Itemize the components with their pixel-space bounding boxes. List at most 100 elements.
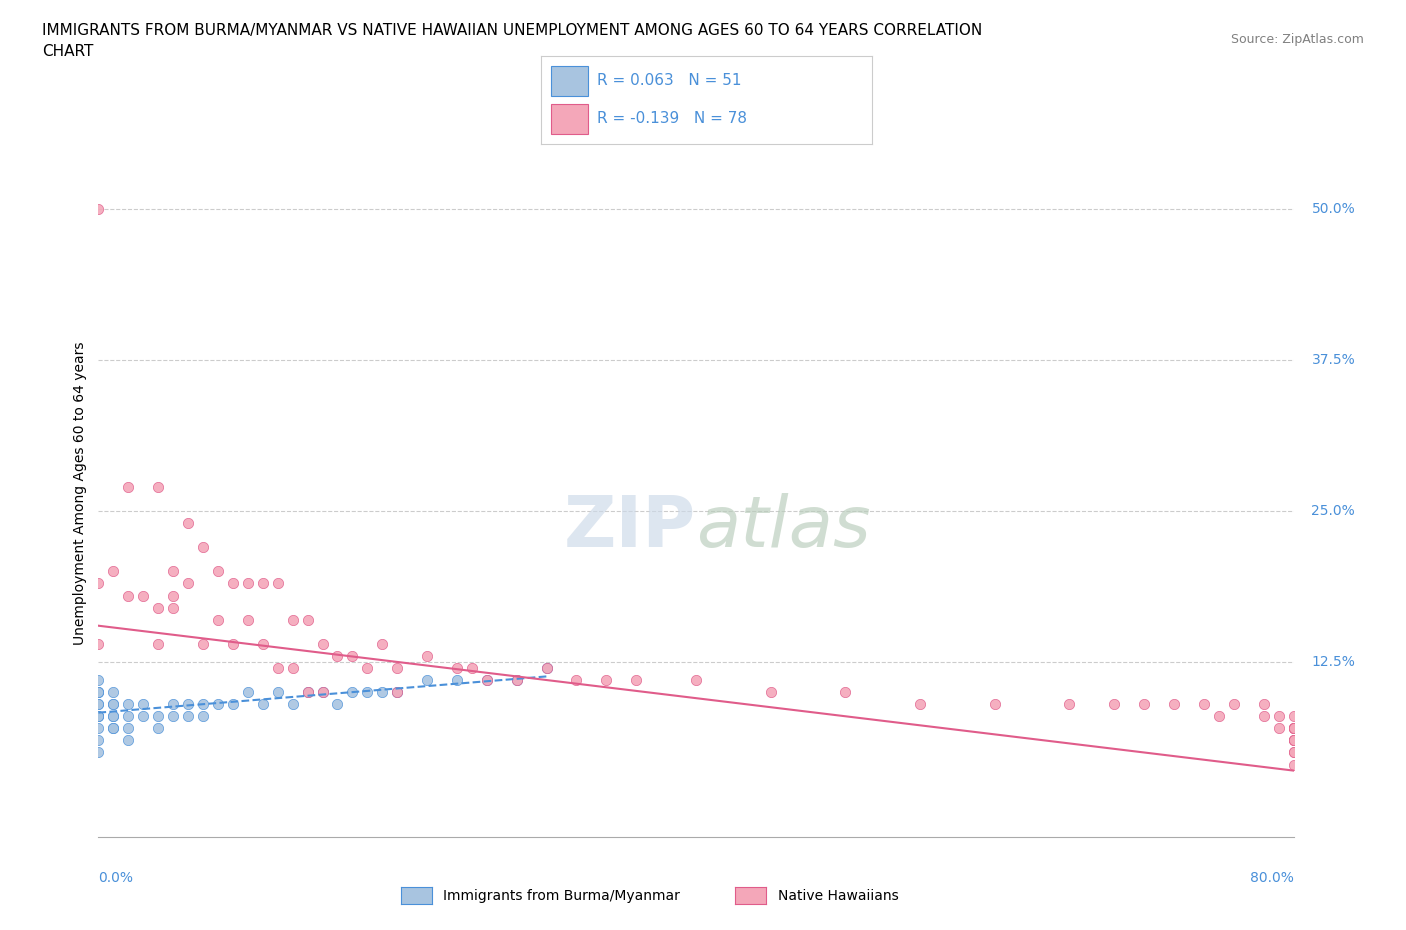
Text: 0.0%: 0.0% — [98, 871, 134, 885]
Point — [87, 684, 110, 699]
Point — [1282, 733, 1305, 748]
Point — [536, 660, 558, 675]
Point — [148, 636, 170, 651]
Point — [87, 576, 110, 591]
Point — [565, 672, 588, 687]
Point — [162, 588, 184, 603]
Point — [281, 612, 304, 627]
Point — [236, 576, 259, 591]
Point — [1282, 733, 1305, 748]
Point — [297, 612, 319, 627]
Point — [1104, 697, 1126, 711]
Point — [1223, 697, 1246, 711]
Point — [1282, 721, 1305, 736]
Point — [148, 709, 170, 724]
Point — [1282, 733, 1305, 748]
Point — [132, 709, 155, 724]
Point — [416, 648, 439, 663]
Point — [177, 515, 200, 530]
Point — [1253, 709, 1275, 724]
Point — [103, 721, 125, 736]
Point — [87, 745, 110, 760]
Point — [87, 636, 110, 651]
Point — [267, 660, 290, 675]
Point — [148, 480, 170, 495]
Point — [385, 684, 409, 699]
Point — [162, 709, 184, 724]
Point — [311, 684, 333, 699]
Point — [356, 660, 378, 675]
Y-axis label: Unemployment Among Ages 60 to 64 years: Unemployment Among Ages 60 to 64 years — [73, 341, 87, 644]
Point — [1282, 709, 1305, 724]
Point — [356, 684, 378, 699]
Point — [446, 672, 468, 687]
Point — [207, 612, 229, 627]
Point — [371, 636, 394, 651]
Point — [103, 697, 125, 711]
Point — [1282, 721, 1305, 736]
Point — [117, 588, 139, 603]
Point — [252, 697, 274, 711]
Text: 37.5%: 37.5% — [1312, 353, 1355, 367]
Text: 80.0%: 80.0% — [1250, 871, 1294, 885]
Point — [222, 697, 245, 711]
Point — [87, 697, 110, 711]
Point — [222, 576, 245, 591]
Point — [117, 697, 139, 711]
Point — [87, 697, 110, 711]
Point — [385, 660, 409, 675]
Text: atlas: atlas — [696, 493, 870, 562]
Point — [191, 539, 214, 554]
Point — [297, 684, 319, 699]
Point — [1282, 745, 1305, 760]
Point — [132, 588, 155, 603]
Point — [103, 697, 125, 711]
Text: Source: ZipAtlas.com: Source: ZipAtlas.com — [1230, 33, 1364, 46]
Text: 12.5%: 12.5% — [1312, 655, 1355, 669]
Point — [87, 733, 110, 748]
Text: IMMIGRANTS FROM BURMA/MYANMAR VS NATIVE HAWAIIAN UNEMPLOYMENT AMONG AGES 60 TO 6: IMMIGRANTS FROM BURMA/MYANMAR VS NATIVE … — [42, 23, 983, 60]
Point — [103, 709, 125, 724]
Point — [191, 709, 214, 724]
Point — [87, 684, 110, 699]
Point — [1282, 721, 1305, 736]
Point — [1192, 697, 1215, 711]
Point — [536, 660, 558, 675]
Point — [103, 564, 125, 578]
Point — [1163, 697, 1185, 711]
Point — [1282, 745, 1305, 760]
Point — [191, 636, 214, 651]
Point — [87, 709, 110, 724]
Point — [1282, 721, 1305, 736]
Point — [1282, 757, 1305, 772]
Point — [103, 684, 125, 699]
Point — [162, 600, 184, 615]
Point — [506, 672, 529, 687]
Bar — [551, 104, 588, 134]
Point — [1282, 733, 1305, 748]
Point — [1059, 697, 1081, 711]
Point — [311, 636, 333, 651]
Point — [87, 721, 110, 736]
Point — [326, 648, 349, 663]
Point — [236, 612, 259, 627]
Point — [326, 697, 349, 711]
Point — [162, 697, 184, 711]
Text: 25.0%: 25.0% — [1312, 504, 1355, 518]
Point — [1133, 697, 1156, 711]
Point — [236, 684, 259, 699]
Point — [342, 684, 364, 699]
Point — [416, 672, 439, 687]
Point — [685, 672, 707, 687]
Point — [207, 564, 229, 578]
Text: ZIP: ZIP — [564, 493, 696, 562]
Point — [177, 576, 200, 591]
Point — [1282, 721, 1305, 736]
Point — [148, 600, 170, 615]
Text: R = -0.139   N = 78: R = -0.139 N = 78 — [598, 112, 748, 126]
Point — [1208, 709, 1230, 724]
Point — [87, 202, 110, 217]
Point — [87, 709, 110, 724]
Point — [252, 576, 274, 591]
Point — [177, 709, 200, 724]
